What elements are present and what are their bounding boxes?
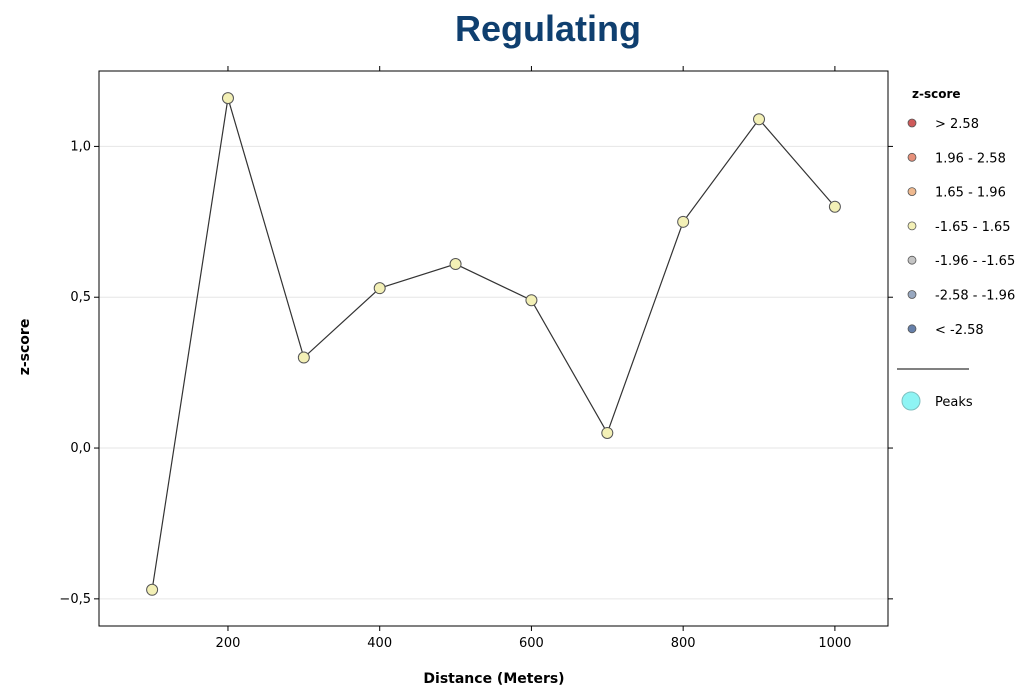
y-tick-label: 0,5 <box>70 290 91 305</box>
legend-item: -2.58 - -1.96 <box>907 289 1015 304</box>
legend-swatch <box>907 255 917 265</box>
legend-title: z-score <box>912 87 961 101</box>
data-point <box>373 282 386 295</box>
legend-swatch <box>907 118 917 128</box>
legend-label: -1.65 - 1.65 <box>935 220 1011 235</box>
legend-label: -2.58 - -1.96 <box>935 289 1015 304</box>
legend-swatch <box>907 324 917 334</box>
y-tick-label: 1,0 <box>70 139 91 154</box>
legend-label: < -2.58 <box>935 323 984 338</box>
axis-ticks: −0,5 0,0 0,5 1,0 200 400 600 800 1000 <box>59 66 893 651</box>
x-tick-label: 200 <box>216 636 241 651</box>
legend-label: 1.96 - 2.58 <box>935 151 1006 166</box>
data-point <box>828 200 841 213</box>
legend-peaks-swatch <box>901 391 921 411</box>
legend-item: 1.96 - 2.58 <box>907 151 1006 166</box>
x-tick-label: 400 <box>367 636 392 651</box>
data-point <box>449 258 462 271</box>
legend: z-score > 2.58 1.96 - 2.58 1.65 - 1.96 -1.6… <box>897 87 1015 411</box>
y-tick-label: −0,5 <box>59 592 91 607</box>
x-tick-label: 1000 <box>818 636 851 651</box>
legend-label: 1.65 - 1.96 <box>935 186 1006 201</box>
legend-label: -1.96 - -1.65 <box>935 254 1015 269</box>
legend-swatch <box>907 187 917 197</box>
data-point <box>601 426 614 439</box>
plot-area <box>98 70 889 627</box>
legend-item: -1.65 - 1.65 <box>907 220 1011 235</box>
data-point <box>297 351 310 364</box>
legend-peaks-label: Peaks <box>935 395 973 410</box>
legend-swatch <box>907 152 917 162</box>
legend-item: -1.96 - -1.65 <box>907 254 1015 269</box>
y-axis-label: z-score <box>17 319 33 376</box>
y-tick-label: 0,0 <box>70 441 91 456</box>
legend-swatch <box>907 221 917 231</box>
data-point <box>525 294 538 307</box>
grid <box>99 145 888 600</box>
legend-swatch <box>907 290 917 299</box>
x-tick-label: 800 <box>671 636 696 651</box>
series-line <box>151 97 836 590</box>
chart-title: Regulating <box>455 8 641 49</box>
data-point <box>677 215 690 228</box>
x-tick-label: 600 <box>519 636 544 651</box>
legend-item: > 2.58 <box>907 117 979 132</box>
legend-item: 1.65 - 1.96 <box>907 186 1006 201</box>
data-point <box>753 113 766 126</box>
legend-item: < -2.58 <box>907 323 984 338</box>
x-axis-label: Distance (Meters) <box>423 671 564 687</box>
data-point <box>146 583 159 596</box>
data-series <box>146 92 841 596</box>
data-point <box>221 92 234 105</box>
legend-label: > 2.58 <box>935 117 979 132</box>
